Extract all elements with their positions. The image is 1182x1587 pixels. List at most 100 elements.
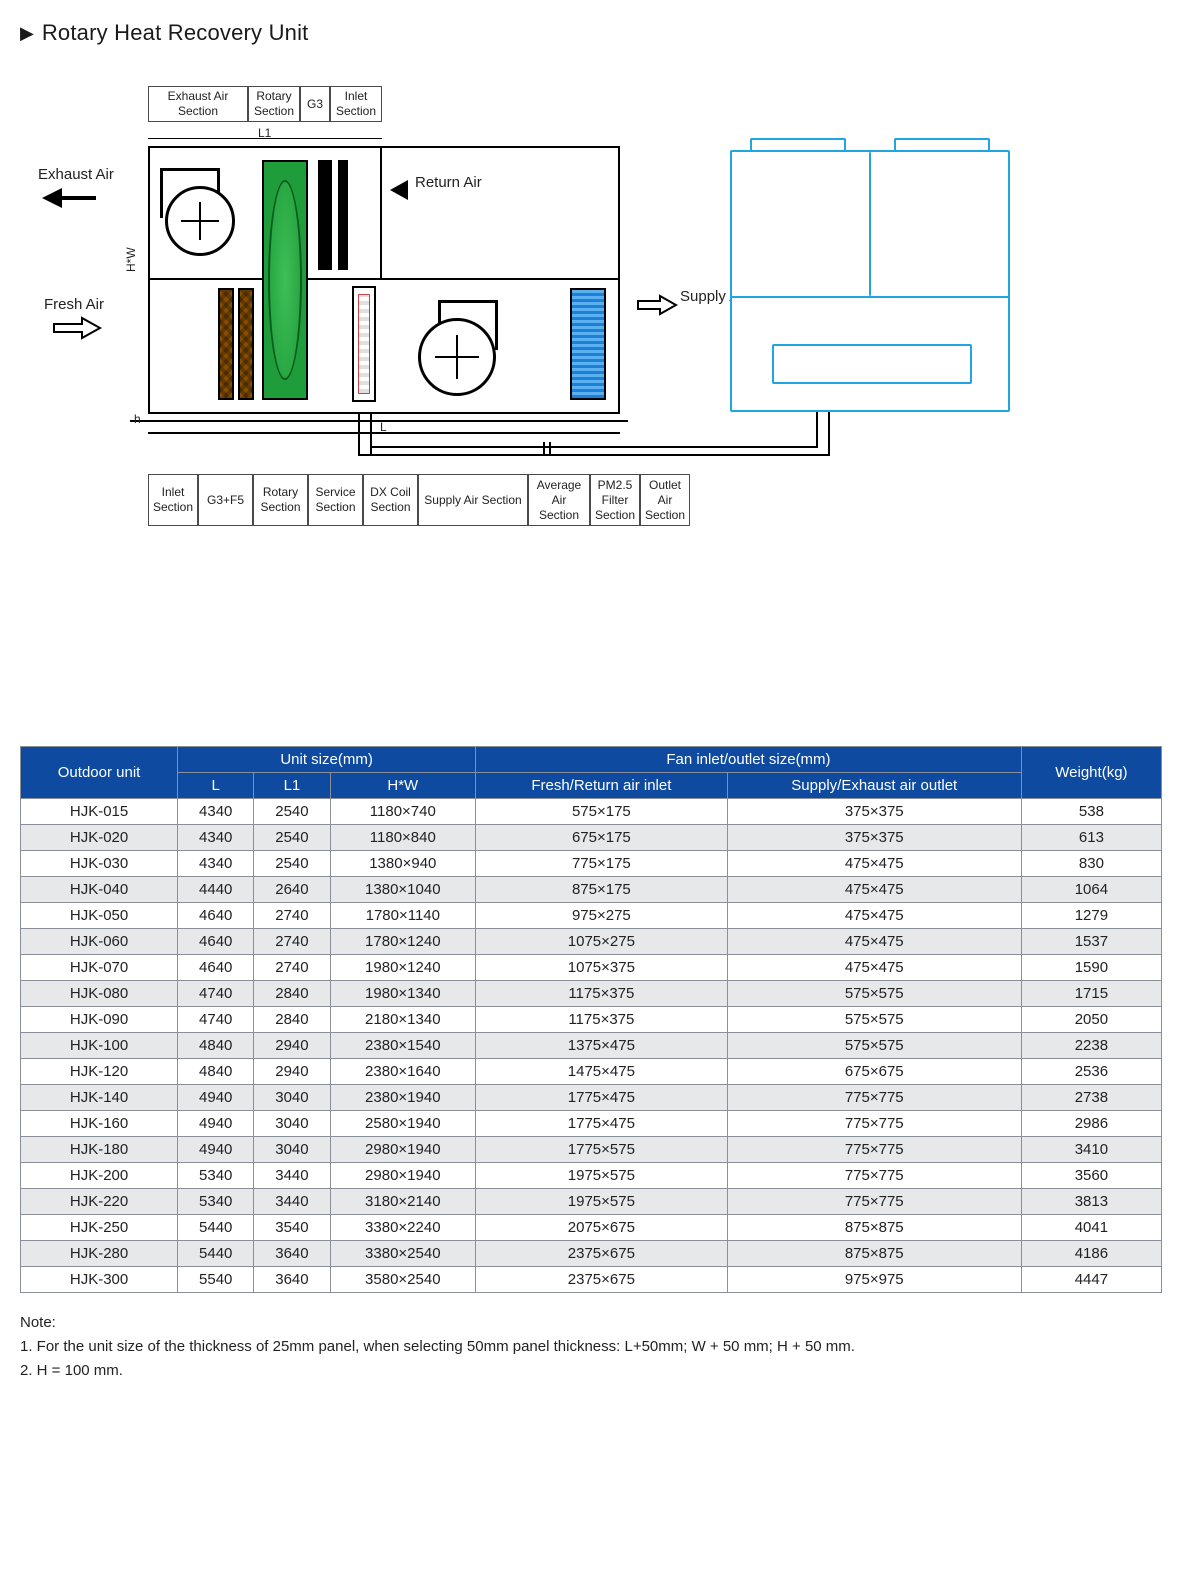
table-cell: HJK-300 [21,1267,178,1293]
pipe-h2 [370,446,816,448]
table-cell: 3040 [254,1111,330,1137]
outdoor-top-cap-2 [894,138,990,152]
table-cell: 3640 [254,1241,330,1267]
table-cell: 2380×1640 [330,1059,475,1085]
table-cell: 2738 [1021,1085,1161,1111]
outdoor-panel [772,344,972,384]
table-cell: 575×175 [476,799,728,825]
table-cell: 5440 [178,1241,254,1267]
exhaust-air-label: Exhaust Air [38,166,114,183]
dim-l: L [380,420,387,434]
section-label: Rotary Section [248,86,300,122]
table-cell: 3040 [254,1137,330,1163]
table-cell: 5340 [178,1163,254,1189]
table-cell: 1715 [1021,981,1161,1007]
table-cell: HJK-140 [21,1085,178,1111]
table-cell: 1064 [1021,877,1161,903]
table-cell: HJK-070 [21,955,178,981]
table-cell: 2980×1940 [330,1163,475,1189]
table-cell: 775×775 [727,1111,1021,1137]
supply-fan-wheel [418,318,496,396]
table-cell: 1380×1040 [330,877,475,903]
pipe-v2 [370,414,372,454]
table-cell: 475×475 [727,929,1021,955]
table-row: HJK-070464027401980×12401075×375475×4751… [21,955,1162,981]
table-cell: 2375×675 [476,1267,728,1293]
section-label: Inlet Section [148,474,198,526]
schematic-diagram: Exhaust Air SectionRotary SectionG3Inlet… [20,86,1162,626]
table-cell: HJK-100 [21,1033,178,1059]
table-cell: 2540 [254,851,330,877]
table-cell: 2536 [1021,1059,1161,1085]
table-cell: 4940 [178,1137,254,1163]
table-row: HJK-280544036403380×25402375×675875×8754… [21,1241,1162,1267]
table-cell: 675×675 [727,1059,1021,1085]
table-cell: 2740 [254,903,330,929]
top-section-labels: Exhaust Air SectionRotary SectionG3Inlet… [148,86,382,122]
table-cell: 2580×1940 [330,1111,475,1137]
table-cell: HJK-060 [21,929,178,955]
table-cell: 1775×475 [476,1085,728,1111]
table-cell: 3640 [254,1267,330,1293]
table-cell: HJK-250 [21,1215,178,1241]
table-cell: 4940 [178,1111,254,1137]
table-cell: 375×375 [727,799,1021,825]
table-cell: 3380×2240 [330,1215,475,1241]
table-cell: 1780×1140 [330,903,475,929]
table-cell: 1180×840 [330,825,475,851]
table-cell: 2380×1940 [330,1085,475,1111]
filter-strip-upper-b [338,160,348,270]
spec-table: Outdoor unit Unit size(mm) Fan inlet/out… [20,746,1162,1293]
outdoor-h-divider [730,296,1010,298]
table-cell: 2238 [1021,1033,1161,1059]
th-outdoor: Outdoor unit [21,747,178,799]
table-cell: 2940 [254,1033,330,1059]
heading-text: Rotary Heat Recovery Unit [42,20,309,46]
table-row: HJK-080474028401980×13401175×375575×5751… [21,981,1162,1007]
unit-divider-horizontal [148,278,620,280]
spec-table-body: HJK-015434025401180×740575×175375×375538… [21,799,1162,1293]
table-cell: HJK-200 [21,1163,178,1189]
exhaust-air-arrow-stem [62,196,96,200]
table-cell: 4447 [1021,1267,1161,1293]
table-cell: 2540 [254,799,330,825]
th-unitsize: Unit size(mm) [178,747,476,773]
notes-block: Note: 1. For the unit size of the thickn… [20,1311,1162,1383]
section-label: Exhaust Air Section [148,86,248,122]
table-row: HJK-060464027401780×12401075×275475×4751… [21,929,1162,955]
table-row: HJK-030434025401380×940775×175475×475830 [21,851,1162,877]
table-cell: HJK-030 [21,851,178,877]
table-row: HJK-300554036403580×25402375×675975×9754… [21,1267,1162,1293]
filter-strip-upper-a [318,160,332,270]
filter-f5 [238,288,254,400]
note-1: 1. For the unit size of the thickness of… [20,1335,1162,1359]
table-row: HJK-180494030402980×19401775×575775×7753… [21,1137,1162,1163]
table-cell: 3410 [1021,1137,1161,1163]
table-cell: 4340 [178,825,254,851]
table-cell: 975×975 [727,1267,1021,1293]
section-label: Inlet Section [330,86,382,122]
table-cell: 4840 [178,1059,254,1085]
pipe-v3 [816,412,818,448]
table-cell: 775×775 [727,1085,1021,1111]
outdoor-unit [730,150,1010,412]
table-cell: 4340 [178,851,254,877]
table-cell: 875×175 [476,877,728,903]
table-cell: 3380×2540 [330,1241,475,1267]
table-cell: 675×175 [476,825,728,851]
table-row: HJK-020434025401180×840675×175375×375613 [21,825,1162,851]
table-row: HJK-200534034402980×19401975×575775×7753… [21,1163,1162,1189]
table-cell: 2840 [254,981,330,1007]
table-cell: 1775×475 [476,1111,728,1137]
return-air-label: Return Air [415,174,482,191]
table-cell: 2980×1940 [330,1137,475,1163]
table-row: HJK-040444026401380×1040875×175475×47510… [21,877,1162,903]
table-cell: 3180×2140 [330,1189,475,1215]
table-cell: 1780×1240 [330,929,475,955]
table-cell: HJK-160 [21,1111,178,1137]
table-cell: 1475×475 [476,1059,728,1085]
table-cell: 975×275 [476,903,728,929]
dim-hw: H*W [124,247,138,272]
section-label: Average Air Section [528,474,590,526]
table-cell: 1537 [1021,929,1161,955]
